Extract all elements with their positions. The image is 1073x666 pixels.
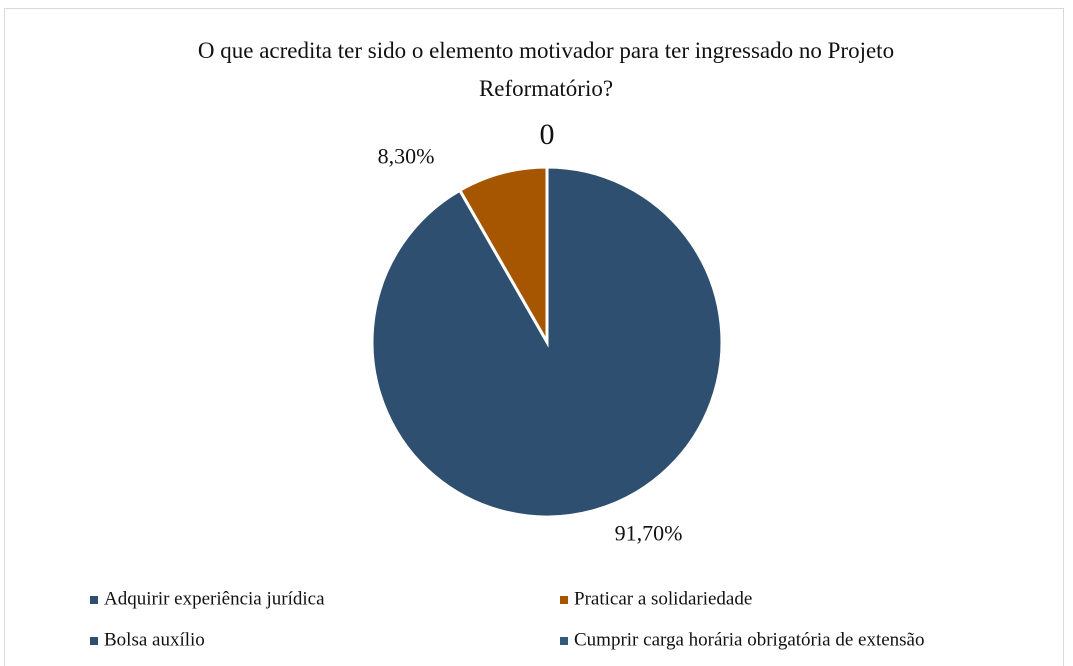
data-label: 91,70%: [615, 520, 683, 545]
legend-label: Adquirir experiência jurídica: [104, 588, 325, 609]
data-label: 8,30%: [378, 143, 435, 168]
legend-swatch: [90, 637, 98, 645]
pie-slice: [457, 165, 549, 348]
data-label: 0: [540, 118, 555, 151]
chart-title: O que acredita ter sido o elemento motiv…: [197, 38, 895, 101]
legend-label: Cumprir carga horária obrigatória de ext…: [574, 629, 924, 650]
legend-swatch: [560, 637, 568, 645]
chart-frame: [4, 8, 1064, 666]
legend-label: Bolsa auxílio: [104, 629, 205, 650]
legend-label: Praticar a solidariedade: [574, 588, 752, 609]
legend-swatch: [560, 596, 568, 604]
legend-swatch: [90, 596, 98, 604]
